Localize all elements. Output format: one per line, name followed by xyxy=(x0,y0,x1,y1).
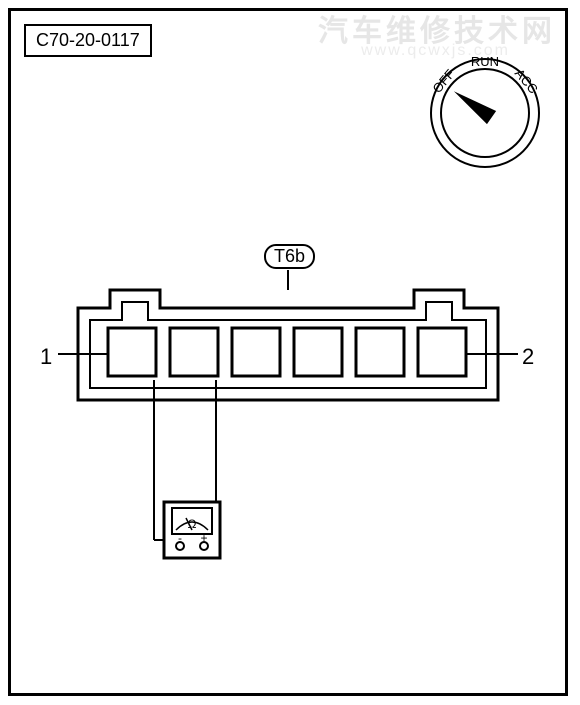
meter-plus: + xyxy=(200,531,207,545)
connector-pin xyxy=(294,328,342,376)
connector-label: T6b xyxy=(264,244,315,269)
meter-symbol: Ω xyxy=(188,517,197,531)
dial-label-run: RUN xyxy=(471,54,499,69)
code-box: C70-20-0117 xyxy=(24,24,152,57)
connector-pin xyxy=(232,328,280,376)
connector-pin xyxy=(356,328,404,376)
dial-pointer xyxy=(449,85,496,124)
connector-pin xyxy=(108,328,156,376)
connector-pin xyxy=(170,328,218,376)
page: 汽车维修技术网 www.qcwxjs.com C70-20-0117 OFF R… xyxy=(0,0,580,705)
connector-pin xyxy=(418,328,466,376)
ignition-dial: OFF RUN ACC xyxy=(420,48,550,178)
ohmmeter: Ω - + xyxy=(146,380,306,610)
meter-minus: - xyxy=(178,531,182,545)
